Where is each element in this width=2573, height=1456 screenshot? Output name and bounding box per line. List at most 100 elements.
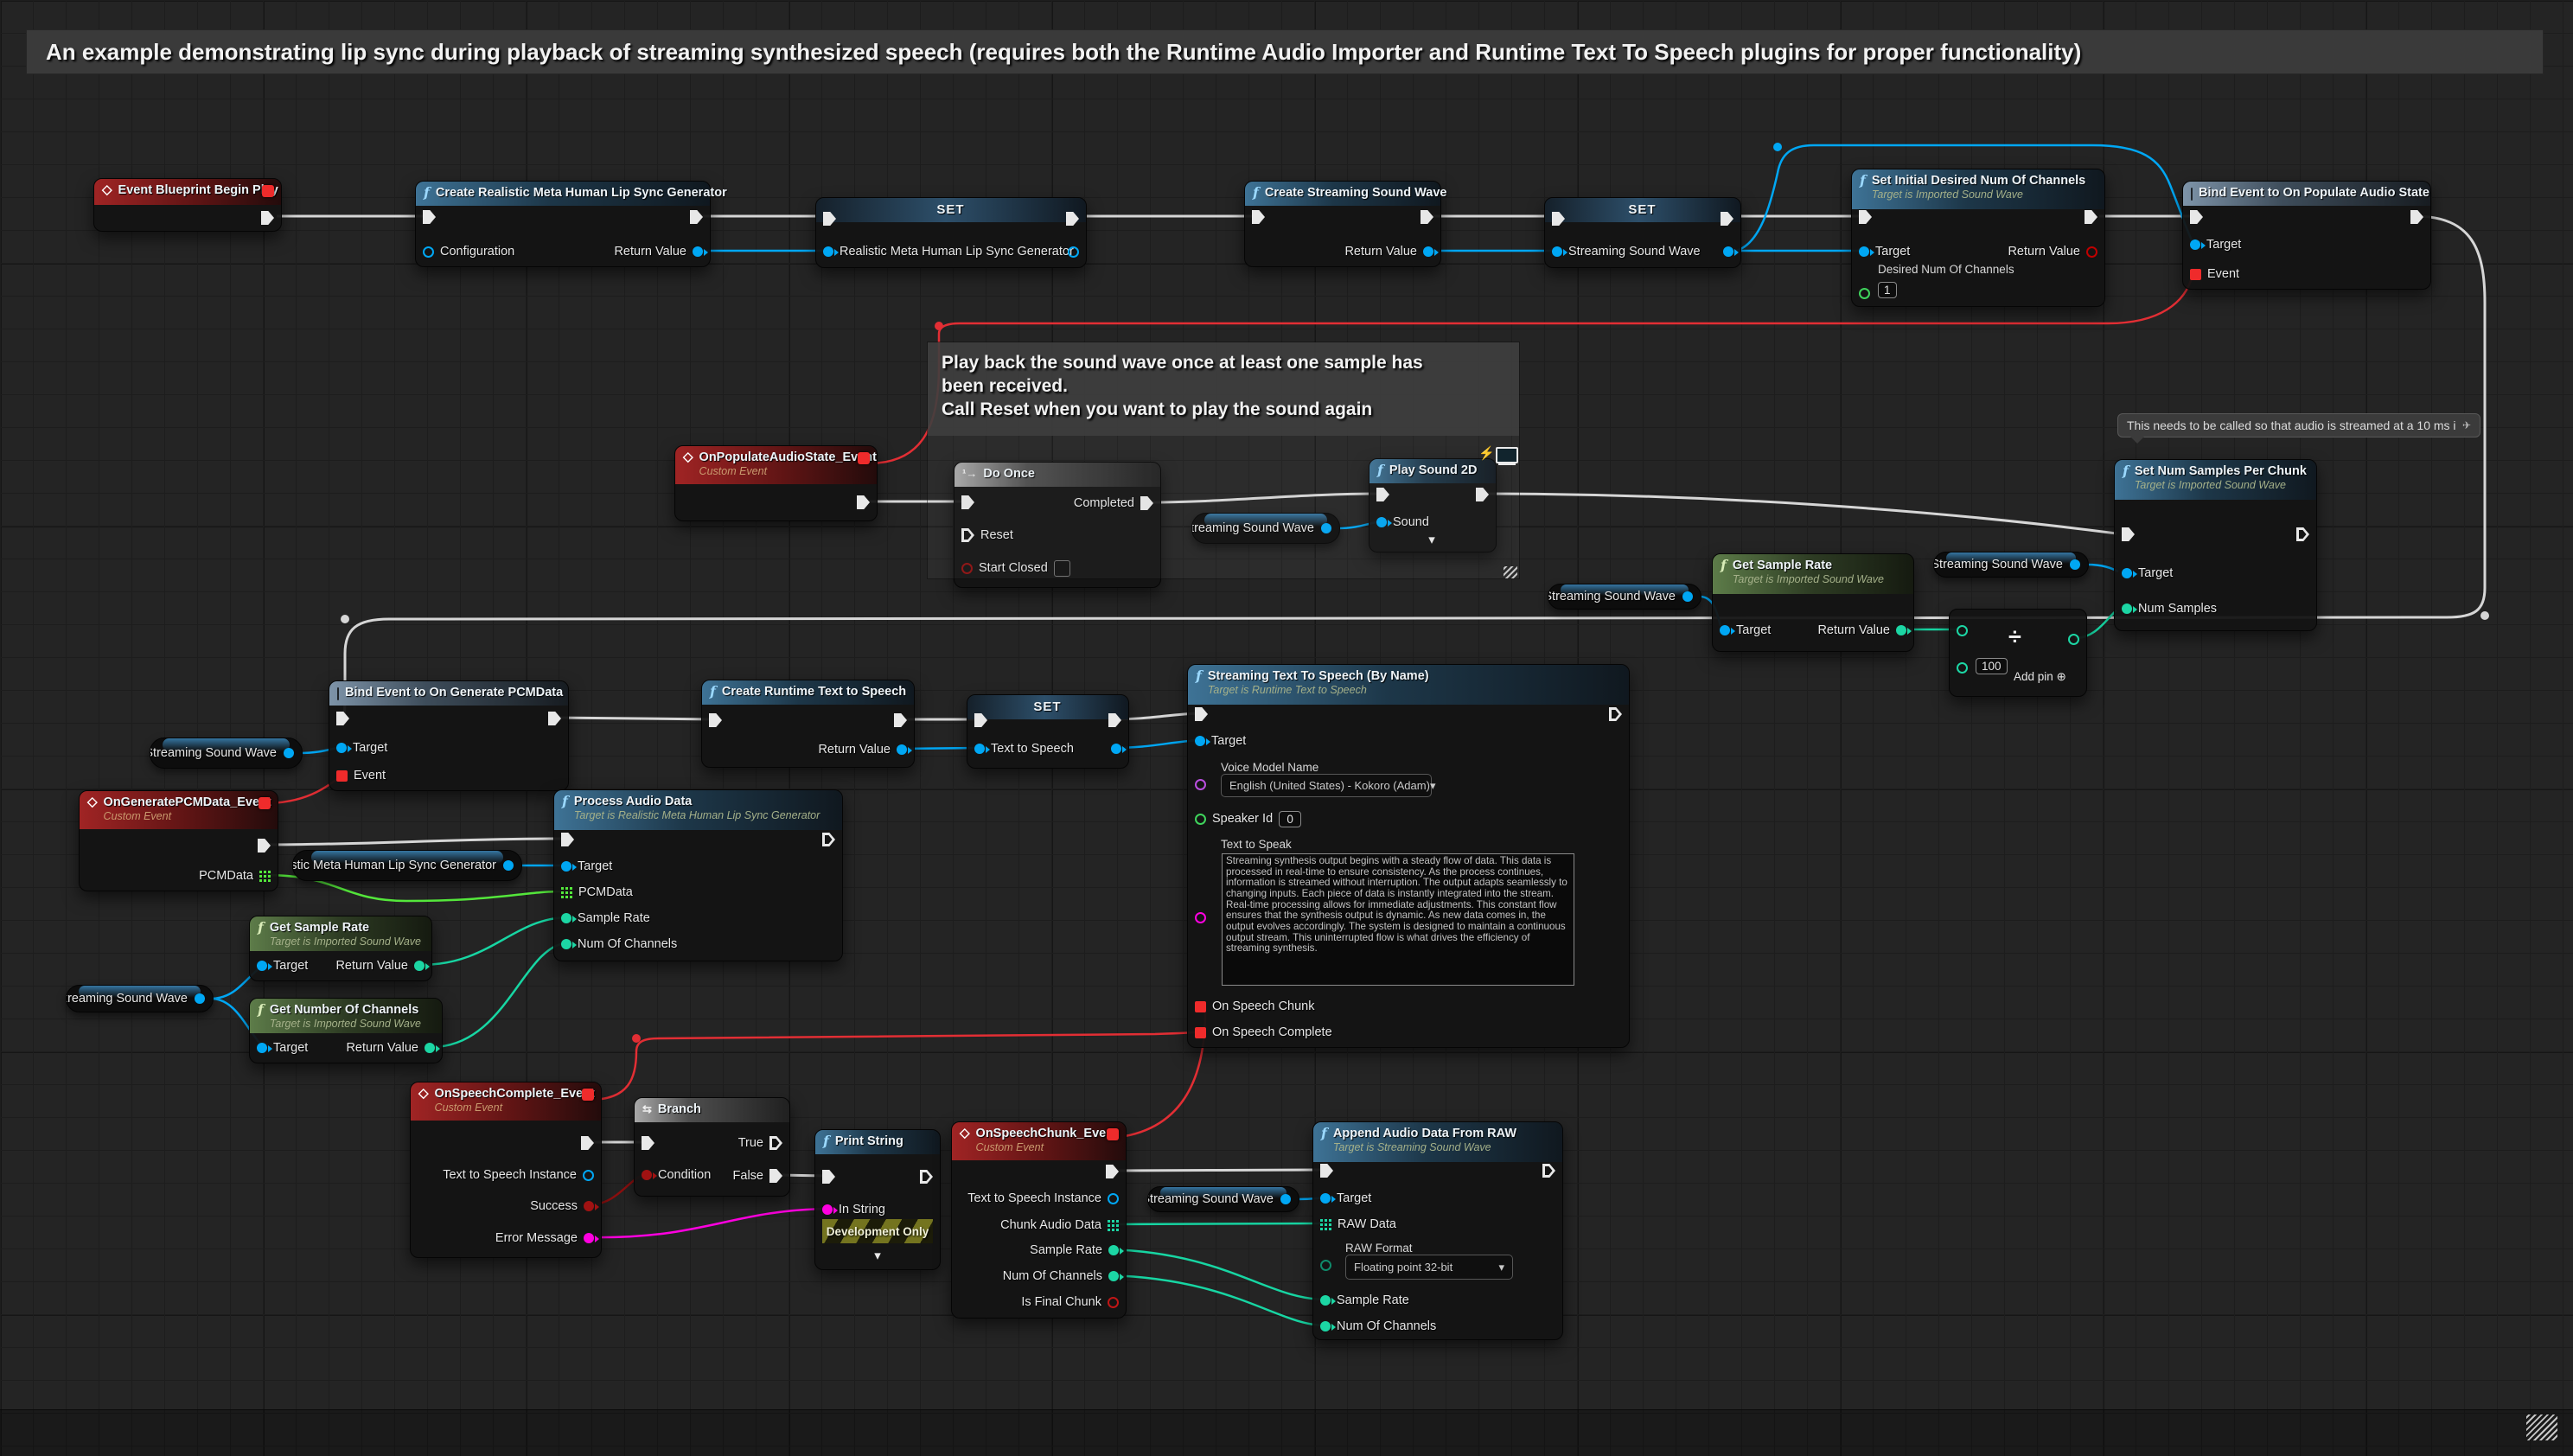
dropdown[interactable]: English (United States) - Kokoro (Adam) ▾ <box>1221 774 1435 797</box>
delegate-pin[interactable] <box>1195 1026 1206 1038</box>
data-pin[interactable] <box>561 939 577 949</box>
exec-pin[interactable] <box>581 1136 594 1150</box>
data-pin[interactable] <box>2086 246 2097 258</box>
exec-pin[interactable] <box>961 495 974 509</box>
data-pin[interactable] <box>1957 624 1968 636</box>
reroute-dot[interactable] <box>935 322 943 330</box>
exec-pin[interactable] <box>709 713 722 727</box>
process-audio-data[interactable]: f Process Audio Data Target is Realistic M… <box>553 789 843 961</box>
exec-pin[interactable] <box>1195 707 1208 721</box>
array-pin[interactable] <box>561 886 572 898</box>
on-speech-chunk-event[interactable]: ◇ OnSpeechChunk_Event Custom Event Text to … <box>951 1121 1127 1319</box>
array-pin[interactable] <box>259 870 271 882</box>
exec-pin[interactable] <box>769 1136 782 1150</box>
divide-node[interactable]: ÷ 100 Add pin ⊕ <box>1949 609 2087 697</box>
exec-pin[interactable] <box>261 211 274 225</box>
data-pin[interactable] <box>1195 911 1206 923</box>
var-streaming-sound-wave-5[interactable]: Streaming Sound Wave <box>66 985 214 1012</box>
delegate-pin[interactable] <box>336 770 348 782</box>
data-pin[interactable] <box>897 744 912 755</box>
var-streaming-sound-wave-4[interactable]: Streaming Sound Wave <box>150 738 303 769</box>
exec-pin[interactable] <box>258 839 271 853</box>
exec-pin[interactable] <box>822 833 835 846</box>
pin-icon[interactable]: ✈ <box>2461 419 2471 431</box>
expand-chevron-icon[interactable]: ▾ <box>874 1248 881 1263</box>
exec-pin[interactable] <box>642 1136 654 1150</box>
data-pin[interactable] <box>822 1204 838 1215</box>
exec-pin[interactable] <box>561 833 574 846</box>
on-populate-audio-state-event[interactable]: ◇ OnPopulateAudioState_Event Custom Event <box>674 445 878 521</box>
set-streaming-sound-wave[interactable]: SET Streaming Sound Wave <box>1544 197 1741 268</box>
data-pin[interactable] <box>561 861 577 872</box>
delegate-pin[interactable] <box>1195 1000 1206 1012</box>
variable-out-pin[interactable] <box>2070 559 2080 570</box>
data-pin[interactable] <box>257 961 272 971</box>
play-sound-2d[interactable]: f Play Sound 2D Sound ▾ ⚡ <box>1369 447 1518 578</box>
data-pin[interactable] <box>1859 246 1874 257</box>
data-pin[interactable] <box>584 1201 599 1211</box>
data-pin[interactable] <box>1108 1192 1119 1204</box>
var-streaming-sound-wave-2[interactable]: Streaming Sound Wave <box>1548 584 1702 610</box>
exec-pin[interactable] <box>822 1170 835 1184</box>
wire[interactable] <box>1108 1274 1326 1327</box>
exec-pin[interactable] <box>1476 488 1489 501</box>
data-pin[interactable] <box>1723 246 1739 257</box>
get-sample-rate-top[interactable]: f Get Sample Rate Target is Imported Sound… <box>1712 553 1914 652</box>
create-streaming-sound-wave[interactable]: f Create Streaming Sound Wave Return Value <box>1244 181 1446 267</box>
data-pin[interactable] <box>1320 1259 1331 1271</box>
branch[interactable]: ⇆ Branch True Condition False <box>634 1097 790 1197</box>
data-pin[interactable] <box>584 1233 599 1243</box>
data-pin[interactable] <box>1108 1245 1124 1255</box>
data-pin[interactable] <box>423 246 434 258</box>
data-pin[interactable] <box>561 913 577 923</box>
data-pin[interactable] <box>414 961 430 971</box>
variable-out-pin[interactable] <box>1321 523 1331 533</box>
streaming-text-to-speech-by-name[interactable]: f Streaming Text To Speech (By Name) Targe… <box>1187 664 1630 1048</box>
data-pin[interactable] <box>693 246 708 257</box>
data-pin[interactable] <box>1195 778 1206 790</box>
variable-out-pin[interactable] <box>1682 591 1693 602</box>
data-pin[interactable] <box>1320 1321 1336 1331</box>
print-string[interactable]: f Print String In String Development Only ▾ <box>814 1129 941 1270</box>
create-runtime-text-to-speech[interactable]: f Create Runtime Text to Speech Return Val… <box>701 680 915 768</box>
exec-pin[interactable] <box>1108 713 1121 727</box>
var-streaming-sound-wave-6[interactable]: Streaming Sound Wave <box>1147 1186 1299 1212</box>
exec-pin[interactable] <box>823 212 836 226</box>
data-pin[interactable] <box>2122 603 2137 614</box>
reroute-dot[interactable] <box>1773 143 1782 151</box>
data-pin[interactable] <box>425 1043 440 1053</box>
value-box[interactable]: 100 <box>1976 658 2008 674</box>
data-pin[interactable] <box>1896 625 1912 635</box>
append-audio-data-from-raw[interactable]: f Append Audio Data From RAW Target is Str… <box>1312 1121 1563 1340</box>
node-resize-grip[interactable] <box>1504 566 1517 578</box>
data-pin[interactable] <box>823 246 839 257</box>
data-pin[interactable] <box>1320 1295 1336 1306</box>
canvas-resize-grip[interactable] <box>2526 1414 2557 1440</box>
exec-pin[interactable] <box>2122 527 2135 541</box>
exec-pin[interactable] <box>857 495 870 509</box>
data-pin[interactable] <box>974 744 990 754</box>
exec-pin[interactable] <box>423 210 436 224</box>
data-pin[interactable] <box>1859 287 1870 299</box>
wire[interactable] <box>1146 492 1381 504</box>
value-box[interactable]: 1 <box>1878 282 1897 298</box>
exec-pin[interactable] <box>2085 210 2097 224</box>
exec-pin[interactable] <box>2190 210 2203 224</box>
exec-pin[interactable] <box>1066 212 1079 226</box>
event-delegate-handle[interactable] <box>262 185 274 197</box>
wire[interactable] <box>1110 1222 1326 1226</box>
wire[interactable] <box>420 916 565 967</box>
exec-pin[interactable] <box>769 1169 782 1183</box>
exec-pin[interactable] <box>548 712 561 725</box>
do-once[interactable]: ¹→ Do Once Completed Reset Start Closed <box>954 462 1161 588</box>
exec-pin[interactable] <box>961 528 974 542</box>
exec-pin[interactable] <box>1721 212 1733 226</box>
event-delegate-handle[interactable] <box>582 1089 594 1101</box>
data-pin[interactable] <box>1720 625 1735 635</box>
wire[interactable] <box>1108 1248 1326 1301</box>
expand-chevron-icon[interactable]: ▾ <box>1428 533 1435 547</box>
array-pin[interactable] <box>1108 1219 1119 1231</box>
on-generate-pcmdata-event[interactable]: ◇ OnGeneratePCMData_Event Custom Event PCMD… <box>79 790 278 891</box>
event-delegate-handle[interactable] <box>259 797 271 809</box>
wire[interactable] <box>262 837 565 846</box>
